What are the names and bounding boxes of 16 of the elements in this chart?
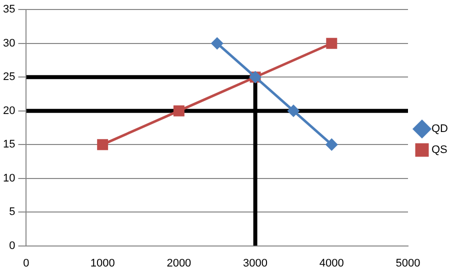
y-tick-label: 30 [2,37,16,50]
y-tick-label: 20 [2,104,16,117]
x-tick-label: 0 [23,257,30,270]
y-tick-label: 10 [2,172,16,184]
x-tick-label: 4000 [319,257,344,270]
legend-label: QS [432,144,448,156]
x-tick-label: 5000 [396,257,420,270]
y-tick-label: 35 [2,4,16,16]
legend-label: QD [432,123,448,136]
y-tick-label: 0 [9,240,16,252]
y-tick-label: 5 [9,206,16,218]
x-tick-label: 2000 [166,257,192,270]
y-tick-label: 25 [2,71,16,84]
y-tick-label: 15 [2,138,16,151]
x-tick-label: 1000 [90,257,115,270]
x-tick-label: 3000 [243,257,268,270]
